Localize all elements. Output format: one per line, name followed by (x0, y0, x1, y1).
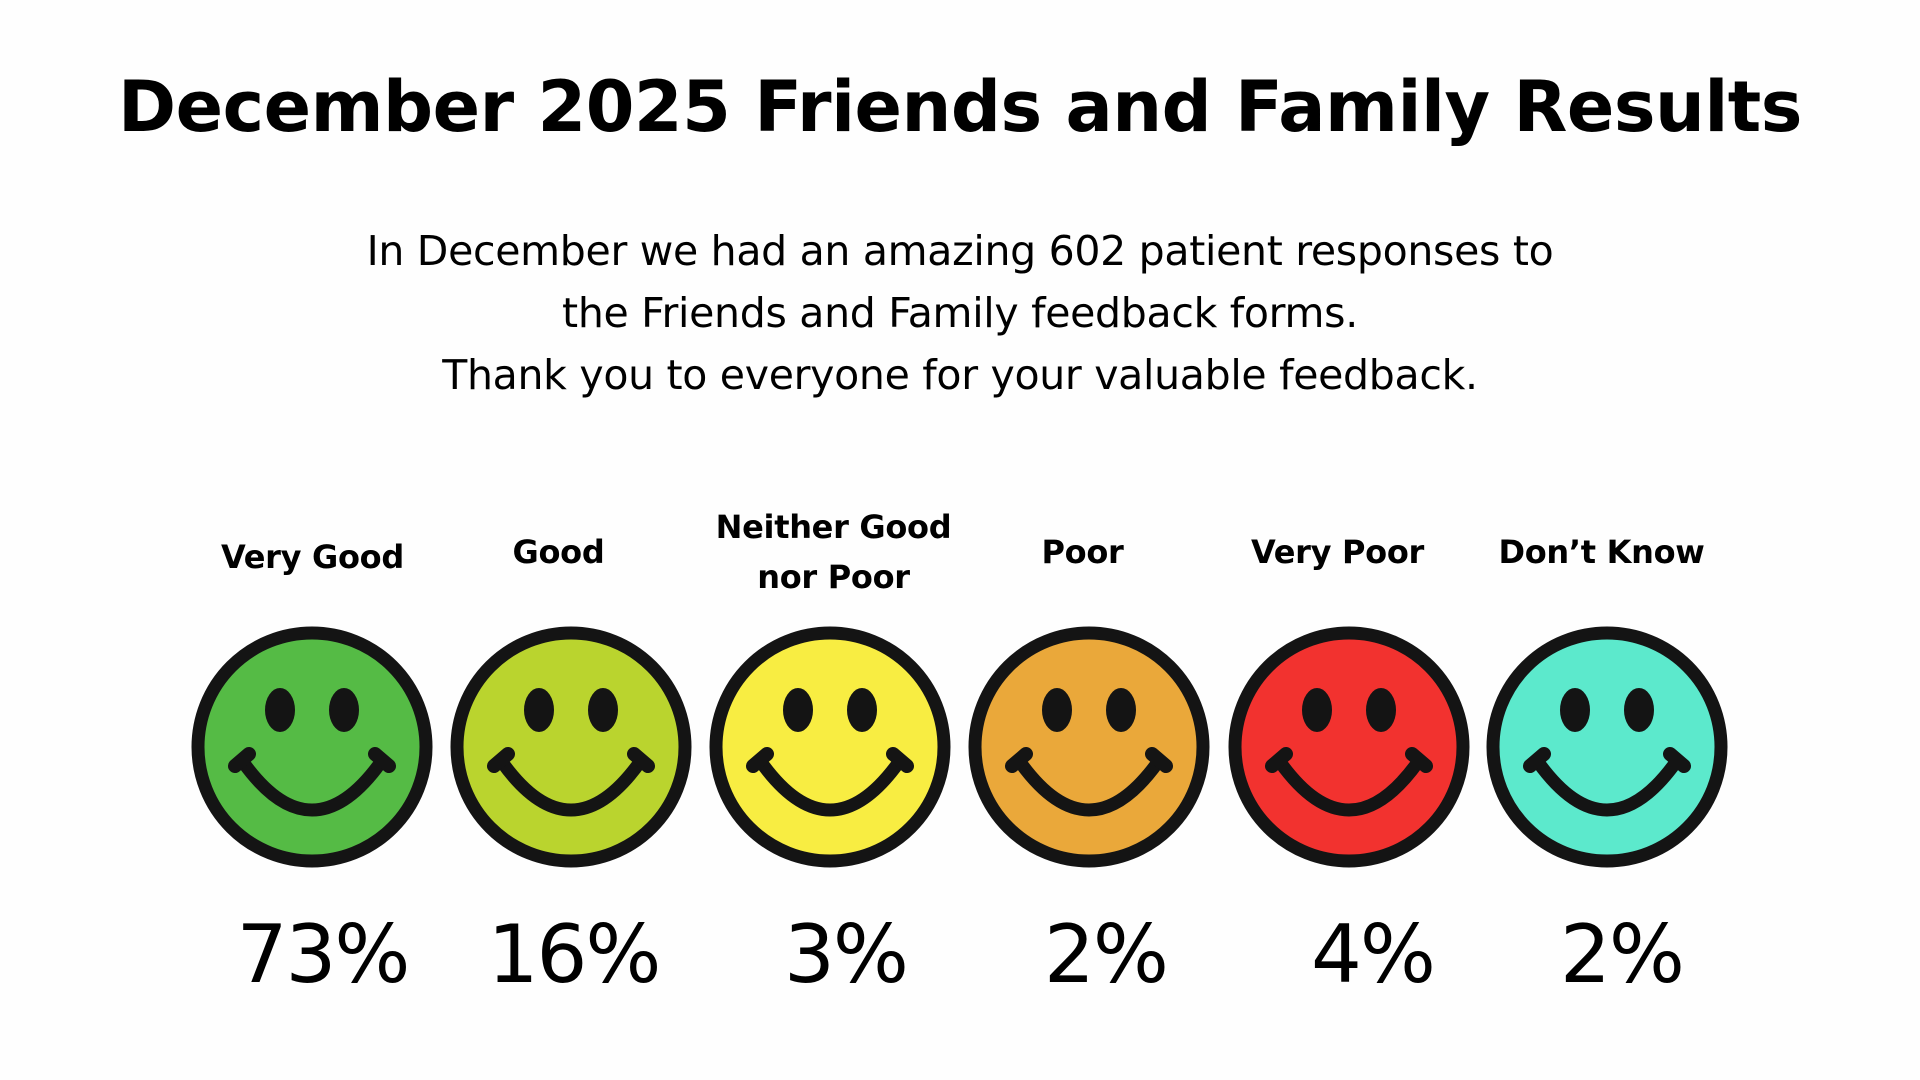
smiley-face-icon (191, 626, 433, 868)
rating-label-line: Very Poor (1250, 533, 1424, 571)
intro-line-2: the Friends and Family feedback forms. (562, 289, 1358, 337)
rating-label-line: Poor (1041, 533, 1124, 571)
smiley-face-icon (968, 626, 1210, 868)
rating-percent: 73% (236, 908, 411, 1001)
intro-text: In December we had an amazing 602 patien… (0, 220, 1920, 406)
intro-line-3: Thank you to everyone for your valuable … (442, 351, 1478, 399)
rating-percent: 3% (784, 908, 909, 1001)
smiley-face-icon (450, 626, 692, 868)
rating-label: Very Good (163, 532, 462, 582)
rating-percent: 16% (487, 908, 662, 1001)
page-title: December 2025 Friends and Family Results (118, 66, 1802, 148)
rating-label-line: Neither Good (715, 508, 952, 546)
rating-label-line: nor Poor (757, 558, 910, 596)
rating-label-line: Very Good (221, 538, 404, 576)
rating-label-line: Good (512, 533, 605, 571)
rating-percent: 2% (1560, 908, 1685, 1001)
rating-label: Don’t Know (1452, 527, 1751, 577)
intro-line-1: In December we had an amazing 602 patien… (366, 227, 1554, 275)
rating-percent: 2% (1044, 908, 1169, 1001)
rating-label-line: Don’t Know (1498, 533, 1705, 571)
rating-percent: 4% (1311, 908, 1436, 1001)
smiley-face-icon (1486, 626, 1728, 868)
smiley-face-icon (709, 626, 951, 868)
smiley-face-icon (1228, 626, 1470, 868)
rating-label: Neither Good nor Poor (684, 502, 983, 602)
rating-label: Good (409, 527, 708, 577)
rating-label: Poor (933, 527, 1232, 577)
rating-label: Very Poor (1188, 527, 1487, 577)
